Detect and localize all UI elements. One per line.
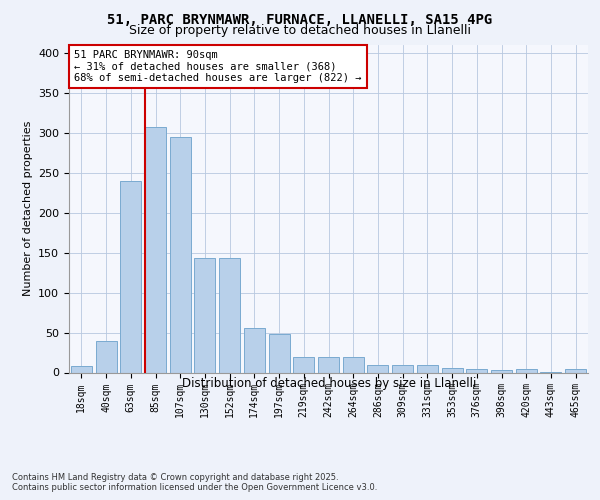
Text: Contains HM Land Registry data © Crown copyright and database right 2025.: Contains HM Land Registry data © Crown c… bbox=[12, 472, 338, 482]
Bar bbox=[318, 358, 339, 372]
Bar bbox=[194, 258, 215, 372]
Bar bbox=[269, 334, 290, 372]
Text: 51, PARC BRYNMAWR, FURNACE, LLANELLI, SA15 4PG: 51, PARC BRYNMAWR, FURNACE, LLANELLI, SA… bbox=[107, 12, 493, 26]
Y-axis label: Number of detached properties: Number of detached properties bbox=[23, 121, 32, 296]
Bar bbox=[491, 370, 512, 372]
Bar bbox=[392, 364, 413, 372]
Bar bbox=[442, 368, 463, 372]
Bar bbox=[71, 366, 92, 372]
Bar bbox=[244, 328, 265, 372]
Bar bbox=[293, 358, 314, 372]
Bar bbox=[120, 181, 141, 372]
Bar bbox=[417, 364, 438, 372]
Bar bbox=[343, 356, 364, 372]
Bar bbox=[170, 137, 191, 372]
Bar bbox=[466, 370, 487, 372]
Bar bbox=[367, 366, 388, 372]
Text: Distribution of detached houses by size in Llanelli: Distribution of detached houses by size … bbox=[182, 378, 476, 390]
Bar bbox=[145, 128, 166, 372]
Text: 51 PARC BRYNMAWR: 90sqm
← 31% of detached houses are smaller (368)
68% of semi-d: 51 PARC BRYNMAWR: 90sqm ← 31% of detache… bbox=[74, 50, 362, 83]
Bar bbox=[516, 370, 537, 372]
Bar bbox=[219, 258, 240, 372]
Bar bbox=[95, 342, 116, 372]
Bar bbox=[565, 370, 586, 372]
Text: Size of property relative to detached houses in Llanelli: Size of property relative to detached ho… bbox=[129, 24, 471, 37]
Text: Contains public sector information licensed under the Open Government Licence v3: Contains public sector information licen… bbox=[12, 482, 377, 492]
